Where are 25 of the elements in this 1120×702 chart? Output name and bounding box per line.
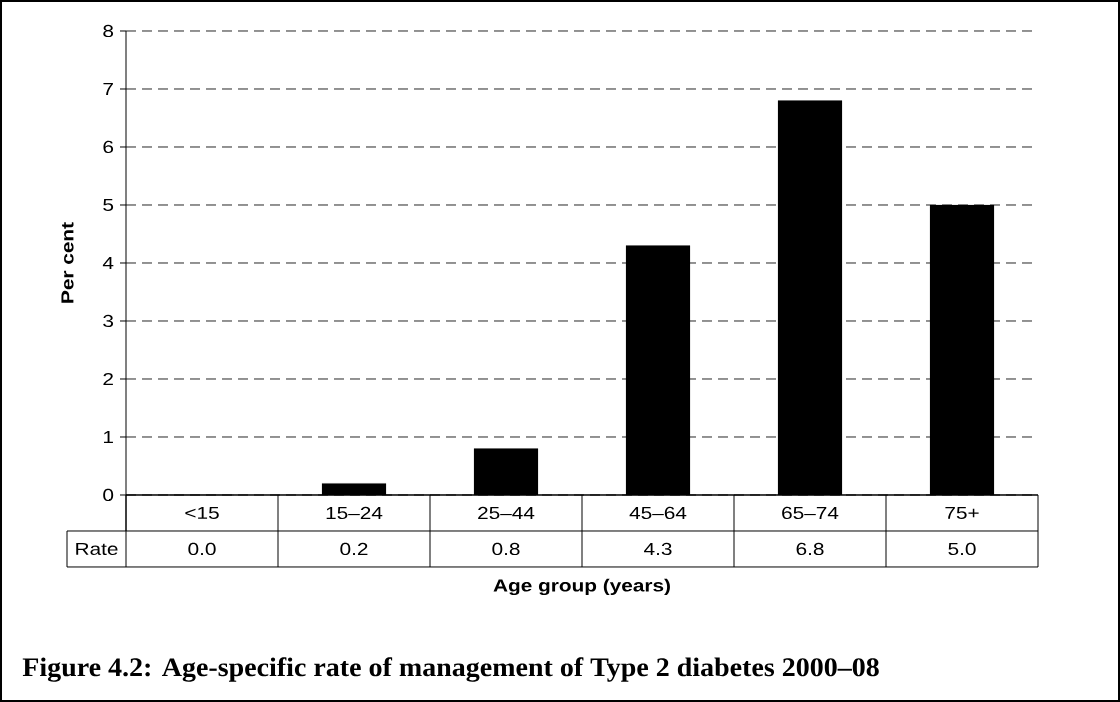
- y-tick-label: 8: [103, 24, 114, 38]
- y-tick-label: 1: [103, 431, 113, 443]
- x-axis-title: Age group (years): [493, 578, 670, 596]
- data-label: 0.8: [492, 542, 520, 556]
- x-tick-label: <15: [185, 506, 219, 520]
- y-tick-label: 7: [103, 83, 113, 95]
- x-tick-label: 45–64: [629, 506, 687, 520]
- data-label: 5.0: [948, 542, 976, 556]
- text: Rate: [76, 542, 118, 556]
- x-tick-label: 75+: [945, 506, 979, 520]
- y-tick-label: 3: [103, 314, 114, 328]
- y-tick-label: 0: [103, 488, 114, 502]
- y-tick-label: 5: [103, 198, 114, 212]
- text: Figure 4.2: Age-specific rate of management of Type 2 diabetes 2000–08: [22, 657, 879, 682]
- data-label: 6.8: [796, 542, 824, 556]
- data-label: 4.3: [644, 542, 672, 556]
- x-tick-label: 65–74: [782, 506, 839, 520]
- data-label: 0.2: [340, 542, 368, 556]
- x-tick-label: 15–24: [326, 506, 383, 520]
- x-tick-label: 25–44: [478, 506, 535, 520]
- y-tick-label: 4: [102, 257, 114, 269]
- data-label: 0.0: [188, 542, 216, 556]
- y-axis-title: Per cent: [61, 222, 74, 303]
- y-tick-label: 6: [103, 140, 114, 154]
- y-tick-label: 2: [103, 372, 113, 386]
